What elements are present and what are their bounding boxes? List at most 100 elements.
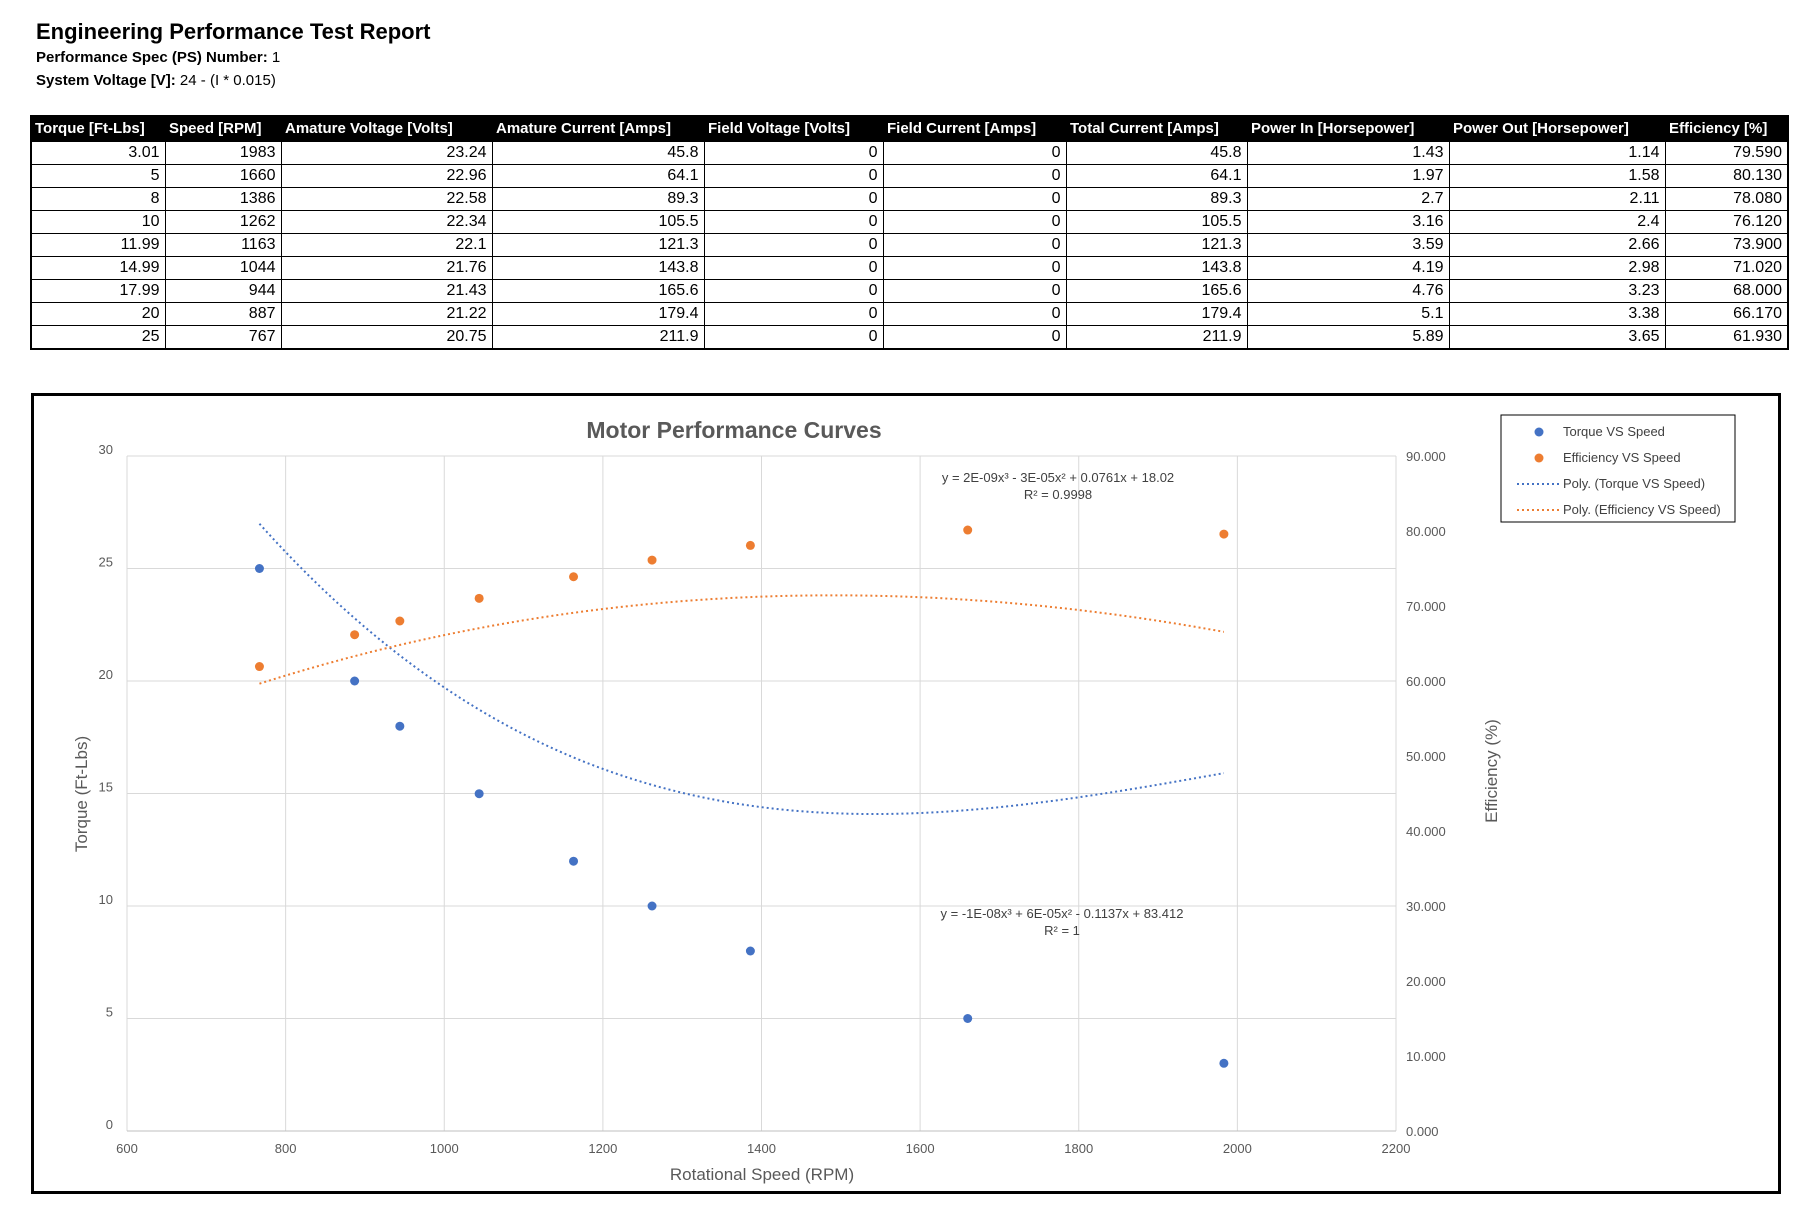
table-cell: 3.65 (1448, 325, 1666, 350)
table-cell: 2.7 (1246, 187, 1450, 211)
col-header-power-in: Power In [Horsepower] (1246, 115, 1450, 142)
col-header-power-out: Power Out [Horsepower] (1448, 115, 1666, 142)
y-tick-label: 15 (99, 780, 113, 795)
table-cell: 211.9 (491, 325, 705, 350)
table-cell: 105.5 (1065, 210, 1248, 234)
performance-table: Torque [Ft-Lbs] Speed [RPM] Amature Volt… (30, 115, 1789, 350)
x-tick-label: 1800 (1064, 1141, 1093, 1156)
y-tick-label: 10 (99, 892, 113, 907)
system-voltage-value: 24 - (I * 0.015) (175, 72, 276, 89)
table-cell: 22.96 (280, 164, 493, 188)
table-cell: 1.14 (1448, 140, 1666, 165)
table-cell: 179.4 (491, 302, 705, 326)
trendline-r-squared: R² = 0.9998 (1024, 487, 1092, 502)
table-cell: 20 (30, 302, 166, 326)
table-cell: 71.020 (1664, 256, 1789, 280)
legend-entry-torque-label: Torque VS Speed (1563, 424, 1665, 439)
table-row: 8 1386 22.58 89.3 0 0 89.3 2.7 2.11 78.080 (30, 187, 1789, 211)
legend-entry-torque-marker (1534, 427, 1544, 437)
table-cell: 0 (703, 256, 884, 280)
table-cell: 3.38 (1448, 302, 1666, 326)
table-cell: 2.98 (1448, 256, 1666, 280)
table-cell: 165.6 (1065, 279, 1248, 303)
table-cell: 0 (882, 140, 1067, 165)
table-cell: 0 (703, 279, 884, 303)
table-cell: 2.66 (1448, 233, 1666, 257)
table-cell: 0 (882, 164, 1067, 188)
table-cell: 5.89 (1246, 325, 1450, 350)
y2-tick-label: 70.000 (1406, 599, 1446, 614)
table-row: 14.99 1044 21.76 143.8 0 0 143.8 4.19 2.98 71.020 (30, 256, 1789, 280)
table-cell: 1.58 (1448, 164, 1666, 188)
ps-number-label: Performance Spec (PS) Number: (36, 49, 268, 66)
ps-number-line: Performance Spec (PS) Number: 1 (36, 46, 430, 69)
torque-point (1219, 1058, 1229, 1068)
table-cell: 1163 (164, 233, 282, 257)
table-cell: 61.930 (1664, 325, 1789, 350)
table-cell: 21.22 (280, 302, 493, 326)
table-cell: 0 (703, 210, 884, 234)
table-cell: 3.59 (1246, 233, 1450, 257)
table-cell: 4.19 (1246, 256, 1450, 280)
x-tick-label: 2000 (1223, 1141, 1252, 1156)
y-tick-label: 0 (106, 1117, 113, 1132)
y-axis-title: Torque (Ft-Lbs) (72, 736, 91, 852)
table-row: 17.99 944 21.43 165.6 0 0 165.6 4.76 3.23 68.000 (30, 279, 1789, 303)
table-cell: 1660 (164, 164, 282, 188)
col-header-amature-current: Amature Current [Amps] (491, 115, 705, 142)
efficiency-point (745, 540, 755, 550)
torque-point (350, 676, 360, 686)
table-cell: 0 (703, 140, 884, 165)
col-header-efficiency: Efficiency [%] (1664, 115, 1789, 142)
efficiency-point (569, 572, 579, 582)
trendline-equation: y = 2E-09x³ - 3E-05x² + 0.0761x + 18.02 (942, 470, 1174, 485)
torque-point (395, 721, 405, 731)
table-cell: 5.1 (1246, 302, 1450, 326)
x-tick-label: 1600 (906, 1141, 935, 1156)
table-cell: 1.43 (1246, 140, 1450, 165)
table-cell: 22.58 (280, 187, 493, 211)
y2-tick-label: 90.000 (1406, 449, 1446, 464)
table-cell: 0 (703, 325, 884, 350)
table-cell: 10 (30, 210, 166, 234)
y2-tick-label: 30.000 (1406, 899, 1446, 914)
table-cell: 8 (30, 187, 166, 211)
table-cell: 121.3 (1065, 233, 1248, 257)
table-cell: 17.99 (30, 279, 166, 303)
table-cell: 68.000 (1664, 279, 1789, 303)
table-cell: 0 (882, 210, 1067, 234)
table-row: 20 887 21.22 179.4 0 0 179.4 5.1 3.38 66.170 (30, 302, 1789, 326)
table-cell: 767 (164, 325, 282, 350)
table-cell: 944 (164, 279, 282, 303)
table-cell: 0 (703, 187, 884, 211)
table-row: 5 1660 22.96 64.1 0 0 64.1 1.97 1.58 80.130 (30, 164, 1789, 188)
table-cell: 0 (882, 325, 1067, 350)
legend-entry-torque-trend-label: Poly. (Torque VS Speed) (1563, 476, 1705, 491)
torque-point (474, 789, 484, 799)
y2-axis-title: Efficiency (%) (1482, 719, 1501, 823)
table-cell: 23.24 (280, 140, 493, 165)
system-voltage-line: System Voltage [V]: 24 - (I * 0.015) (36, 69, 430, 92)
efficiency-point (1219, 529, 1229, 539)
col-header-amature-voltage: Amature Voltage [Volts] (280, 115, 493, 142)
table-cell: 165.6 (491, 279, 705, 303)
table-body: 3.01 1983 23.24 45.8 0 0 45.8 1.43 1.14 79.590 5 16… (30, 140, 1789, 350)
efficiency-point (647, 555, 657, 565)
table-cell: 20.75 (280, 325, 493, 350)
table-cell: 1386 (164, 187, 282, 211)
legend-entry-efficiency-trend-label: Poly. (Efficiency VS Speed) (1563, 502, 1721, 517)
torque-point (745, 946, 755, 956)
table-cell: 179.4 (1065, 302, 1248, 326)
torque-point (254, 564, 264, 573)
trendline-equation: y = -1E-08x³ + 6E-05x² - 0.1137x + 83.41… (941, 906, 1184, 921)
chart-frame: 600 800 1000 1200 1400 1600 1800 2000 2200 0 5 10 15… (31, 393, 1781, 1194)
table-cell: 22.34 (280, 210, 493, 234)
table-cell: 1983 (164, 140, 282, 165)
table-cell: 79.590 (1664, 140, 1789, 165)
table-cell: 3.23 (1448, 279, 1666, 303)
efficiency-point (395, 616, 405, 626)
col-header-field-current: Field Current [Amps] (882, 115, 1067, 142)
efficiency-point (350, 630, 360, 640)
table-cell: 4.76 (1246, 279, 1450, 303)
table-cell: 11.99 (30, 233, 166, 257)
